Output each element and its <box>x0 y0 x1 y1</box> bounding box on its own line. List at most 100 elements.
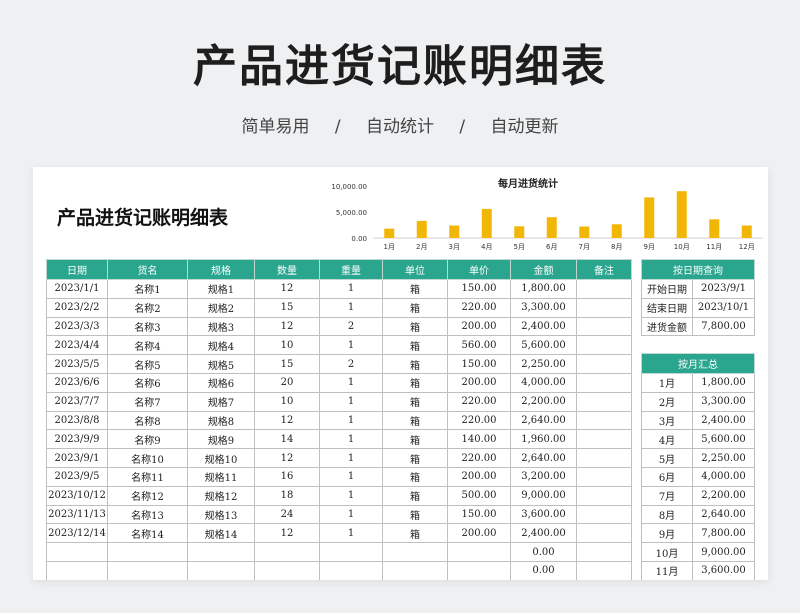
monthly-label[interactable]: 8月 <box>641 504 693 525</box>
ledger-cell[interactable]: 名称9 <box>107 429 188 450</box>
monthly-label[interactable]: 11月 <box>641 560 693 580</box>
ledger-cell[interactable]: 9,000.00 <box>510 485 577 506</box>
ledger-cell[interactable]: 规格3 <box>187 316 255 337</box>
ledger-cell[interactable]: 150.00 <box>447 504 511 525</box>
ledger-cell[interactable]: 1 <box>319 279 383 299</box>
ledger-cell[interactable] <box>576 316 632 337</box>
ledger-cell[interactable]: 200.00 <box>447 466 511 487</box>
ledger-cell[interactable]: 2023/1/1 <box>46 279 108 299</box>
ledger-cell[interactable]: 箱 <box>382 372 448 393</box>
ledger-cell[interactable]: 2,250.00 <box>510 354 577 374</box>
ledger-cell[interactable]: 140.00 <box>447 429 511 450</box>
ledger-cell[interactable]: 名称3 <box>107 316 188 337</box>
monthly-value[interactable]: 3,300.00 <box>692 391 755 412</box>
ledger-cell[interactable]: 箱 <box>382 354 448 374</box>
ledger-cell[interactable]: 规格1 <box>187 279 255 299</box>
monthly-label[interactable]: 10月 <box>641 542 693 562</box>
ledger-cell[interactable]: 1 <box>319 523 383 544</box>
ledger-cell[interactable]: 15 <box>254 354 320 374</box>
ledger-cell[interactable]: 名称12 <box>107 485 188 506</box>
ledger-cell[interactable]: 0.00 <box>510 542 577 562</box>
monthly-label[interactable]: 2月 <box>641 391 693 412</box>
ledger-cell[interactable] <box>576 372 632 393</box>
ledger-cell[interactable] <box>576 504 632 525</box>
ledger-cell[interactable]: 2023/8/8 <box>46 410 108 431</box>
ledger-cell[interactable]: 名称6 <box>107 372 188 393</box>
ledger-cell[interactable] <box>576 297 632 318</box>
ledger-cell[interactable]: 规格11 <box>187 466 255 487</box>
monthly-label[interactable]: 3月 <box>641 410 693 431</box>
ledger-cell[interactable]: 2023/11/13 <box>46 504 108 525</box>
ledger-cell[interactable] <box>576 448 632 468</box>
ledger-cell[interactable]: 1,960.00 <box>510 429 577 450</box>
ledger-cell[interactable]: 200.00 <box>447 372 511 393</box>
ledger-cell[interactable]: 2023/5/5 <box>46 354 108 374</box>
ledger-cell[interactable] <box>576 429 632 450</box>
ledger-cell[interactable]: 3,300.00 <box>510 297 577 318</box>
ledger-cell[interactable] <box>576 560 632 580</box>
monthly-value[interactable]: 2,400.00 <box>692 410 755 431</box>
ledger-cell[interactable]: 2023/9/1 <box>46 448 108 468</box>
ledger-cell[interactable]: 规格6 <box>187 372 255 393</box>
ledger-cell[interactable] <box>576 335 632 356</box>
ledger-cell[interactable]: 200.00 <box>447 523 511 544</box>
ledger-cell[interactable]: 1 <box>319 335 383 356</box>
ledger-cell[interactable]: 规格10 <box>187 448 255 468</box>
ledger-cell[interactable]: 规格4 <box>187 335 255 356</box>
ledger-cell[interactable]: 1 <box>319 372 383 393</box>
ledger-cell[interactable] <box>576 279 632 299</box>
ledger-cell[interactable]: 3,200.00 <box>510 466 577 487</box>
ledger-cell[interactable] <box>254 542 320 562</box>
query-value[interactable]: 7,800.00 <box>692 316 755 337</box>
monthly-label[interactable]: 4月 <box>641 429 693 450</box>
ledger-cell[interactable] <box>254 560 320 580</box>
ledger-cell[interactable]: 箱 <box>382 335 448 356</box>
monthly-value[interactable]: 3,600.00 <box>692 560 755 580</box>
ledger-cell[interactable]: 箱 <box>382 410 448 431</box>
ledger-cell[interactable]: 2,640.00 <box>510 410 577 431</box>
monthly-value[interactable]: 2,250.00 <box>692 448 755 468</box>
ledger-cell[interactable]: 箱 <box>382 316 448 337</box>
ledger-cell[interactable]: 220.00 <box>447 410 511 431</box>
ledger-cell[interactable] <box>187 560 255 580</box>
ledger-cell[interactable]: 220.00 <box>447 391 511 412</box>
ledger-cell[interactable]: 箱 <box>382 485 448 506</box>
ledger-cell[interactable] <box>319 560 383 580</box>
monthly-value[interactable]: 2,200.00 <box>692 485 755 506</box>
ledger-cell[interactable]: 1,800.00 <box>510 279 577 299</box>
ledger-cell[interactable]: 2 <box>319 354 383 374</box>
ledger-cell[interactable]: 规格9 <box>187 429 255 450</box>
ledger-cell[interactable] <box>107 542 188 562</box>
ledger-cell[interactable]: 2023/6/6 <box>46 372 108 393</box>
ledger-cell[interactable]: 2,200.00 <box>510 391 577 412</box>
ledger-cell[interactable]: 名称5 <box>107 354 188 374</box>
ledger-cell[interactable]: 规格7 <box>187 391 255 412</box>
ledger-cell[interactable]: 名称14 <box>107 523 188 544</box>
ledger-cell[interactable] <box>319 542 383 562</box>
ledger-cell[interactable]: 220.00 <box>447 448 511 468</box>
ledger-cell[interactable]: 15 <box>254 297 320 318</box>
query-label[interactable]: 结束日期 <box>641 297 693 318</box>
ledger-cell[interactable]: 2023/9/9 <box>46 429 108 450</box>
ledger-cell[interactable]: 18 <box>254 485 320 506</box>
ledger-cell[interactable]: 2023/7/7 <box>46 391 108 412</box>
ledger-cell[interactable]: 4,000.00 <box>510 372 577 393</box>
ledger-cell[interactable]: 150.00 <box>447 279 511 299</box>
ledger-cell[interactable] <box>187 542 255 562</box>
ledger-cell[interactable] <box>46 560 108 580</box>
ledger-cell[interactable]: 规格14 <box>187 523 255 544</box>
ledger-cell[interactable] <box>576 354 632 374</box>
ledger-cell[interactable]: 2,400.00 <box>510 316 577 337</box>
ledger-cell[interactable]: 2,400.00 <box>510 523 577 544</box>
ledger-cell[interactable]: 箱 <box>382 448 448 468</box>
monthly-value[interactable]: 7,800.00 <box>692 523 755 544</box>
ledger-cell[interactable]: 规格12 <box>187 485 255 506</box>
ledger-cell[interactable]: 1 <box>319 410 383 431</box>
ledger-cell[interactable]: 16 <box>254 466 320 487</box>
ledger-cell[interactable] <box>576 523 632 544</box>
ledger-cell[interactable]: 箱 <box>382 391 448 412</box>
monthly-label[interactable]: 1月 <box>641 373 693 393</box>
ledger-cell[interactable] <box>576 542 632 562</box>
monthly-label[interactable]: 9月 <box>641 523 693 544</box>
ledger-cell[interactable]: 200.00 <box>447 316 511 337</box>
